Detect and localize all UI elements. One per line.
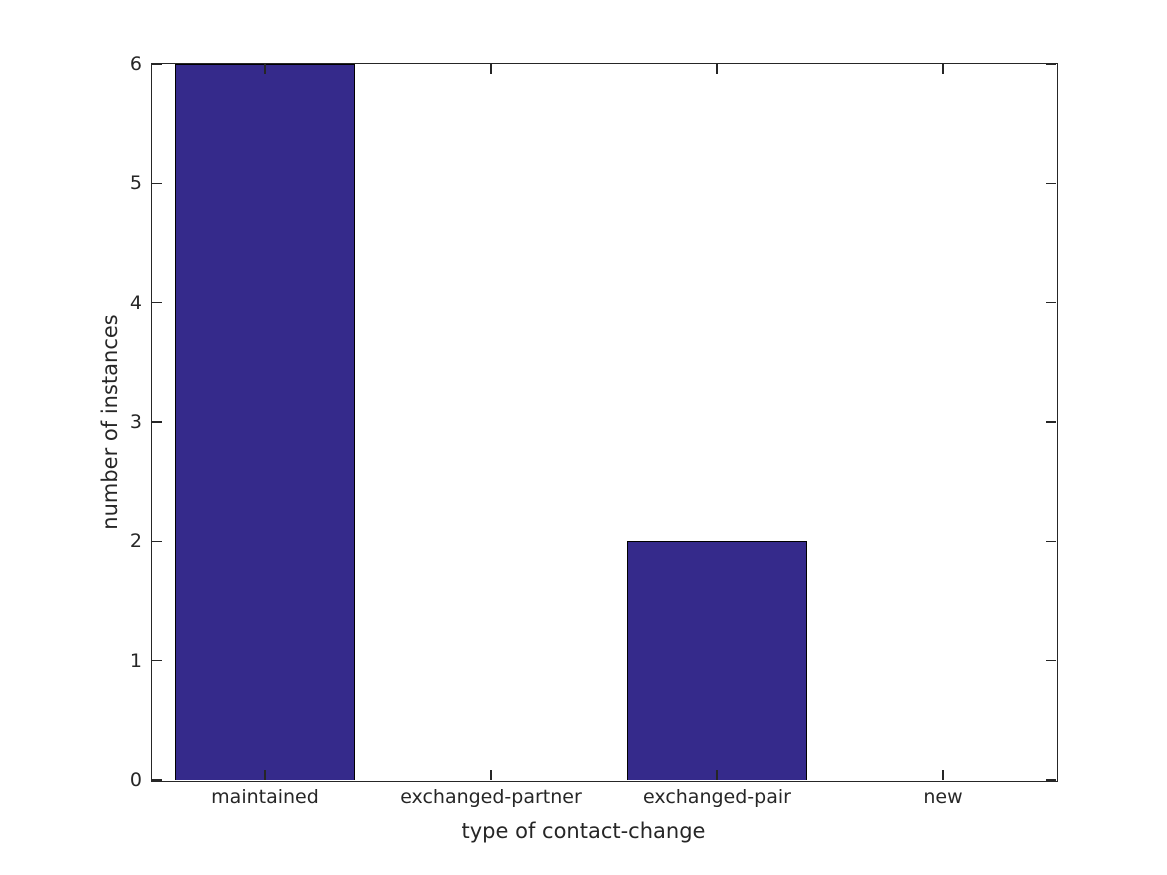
bar-maintained	[174, 64, 356, 780]
y-tick-label-6: 6	[129, 53, 142, 75]
x-tick-bottom-exchanged-partner	[490, 770, 492, 780]
y-tick-left-5	[152, 182, 162, 185]
y-tick-right-0	[1046, 779, 1056, 781]
y-tick-left-2	[152, 540, 162, 543]
y-tick-label-1: 1	[129, 649, 142, 672]
y-tick-label-0: 0	[129, 769, 142, 791]
plot-area	[152, 64, 1056, 780]
y-tick-left-1	[152, 659, 162, 662]
x-tick-top-new	[942, 64, 944, 74]
x-tick-bottom-maintained	[264, 770, 266, 780]
y-tick-label-2: 2	[129, 530, 142, 553]
y-tick-label-5: 5	[129, 172, 142, 195]
y-tick-left-0	[152, 779, 162, 781]
y-tick-left-4	[152, 301, 162, 304]
x-tick-label-maintained: maintained	[211, 786, 319, 808]
x-tick-top-maintained	[264, 64, 266, 74]
x-tick-bottom-exchanged-pair	[716, 770, 718, 780]
y-tick-label-4: 4	[129, 291, 142, 314]
y-tick-left-6	[152, 63, 162, 65]
y-tick-right-5	[1046, 182, 1056, 185]
x-tick-label-exchanged-pair: exchanged-pair	[643, 786, 791, 808]
x-tick-top-exchanged-pair	[716, 64, 718, 74]
y-tick-right-2	[1046, 540, 1056, 543]
x-tick-top-exchanged-partner	[490, 64, 492, 74]
y-tick-right-3	[1046, 421, 1056, 423]
x-tick-label-new: new	[923, 786, 963, 808]
x-tick-label-exchanged-partner: exchanged-partner	[400, 786, 582, 808]
x-axis-label: type of contact-change	[461, 819, 706, 843]
x-tick-bottom-new	[942, 770, 944, 780]
y-tick-label-3: 3	[129, 411, 142, 433]
y-tick-right-4	[1046, 301, 1056, 304]
y-tick-right-1	[1046, 659, 1056, 662]
bar-exchanged-pair	[626, 541, 808, 780]
y-tick-left-3	[152, 421, 162, 423]
y-tick-right-6	[1046, 63, 1056, 65]
y-axis-label: number of instances	[98, 314, 122, 530]
